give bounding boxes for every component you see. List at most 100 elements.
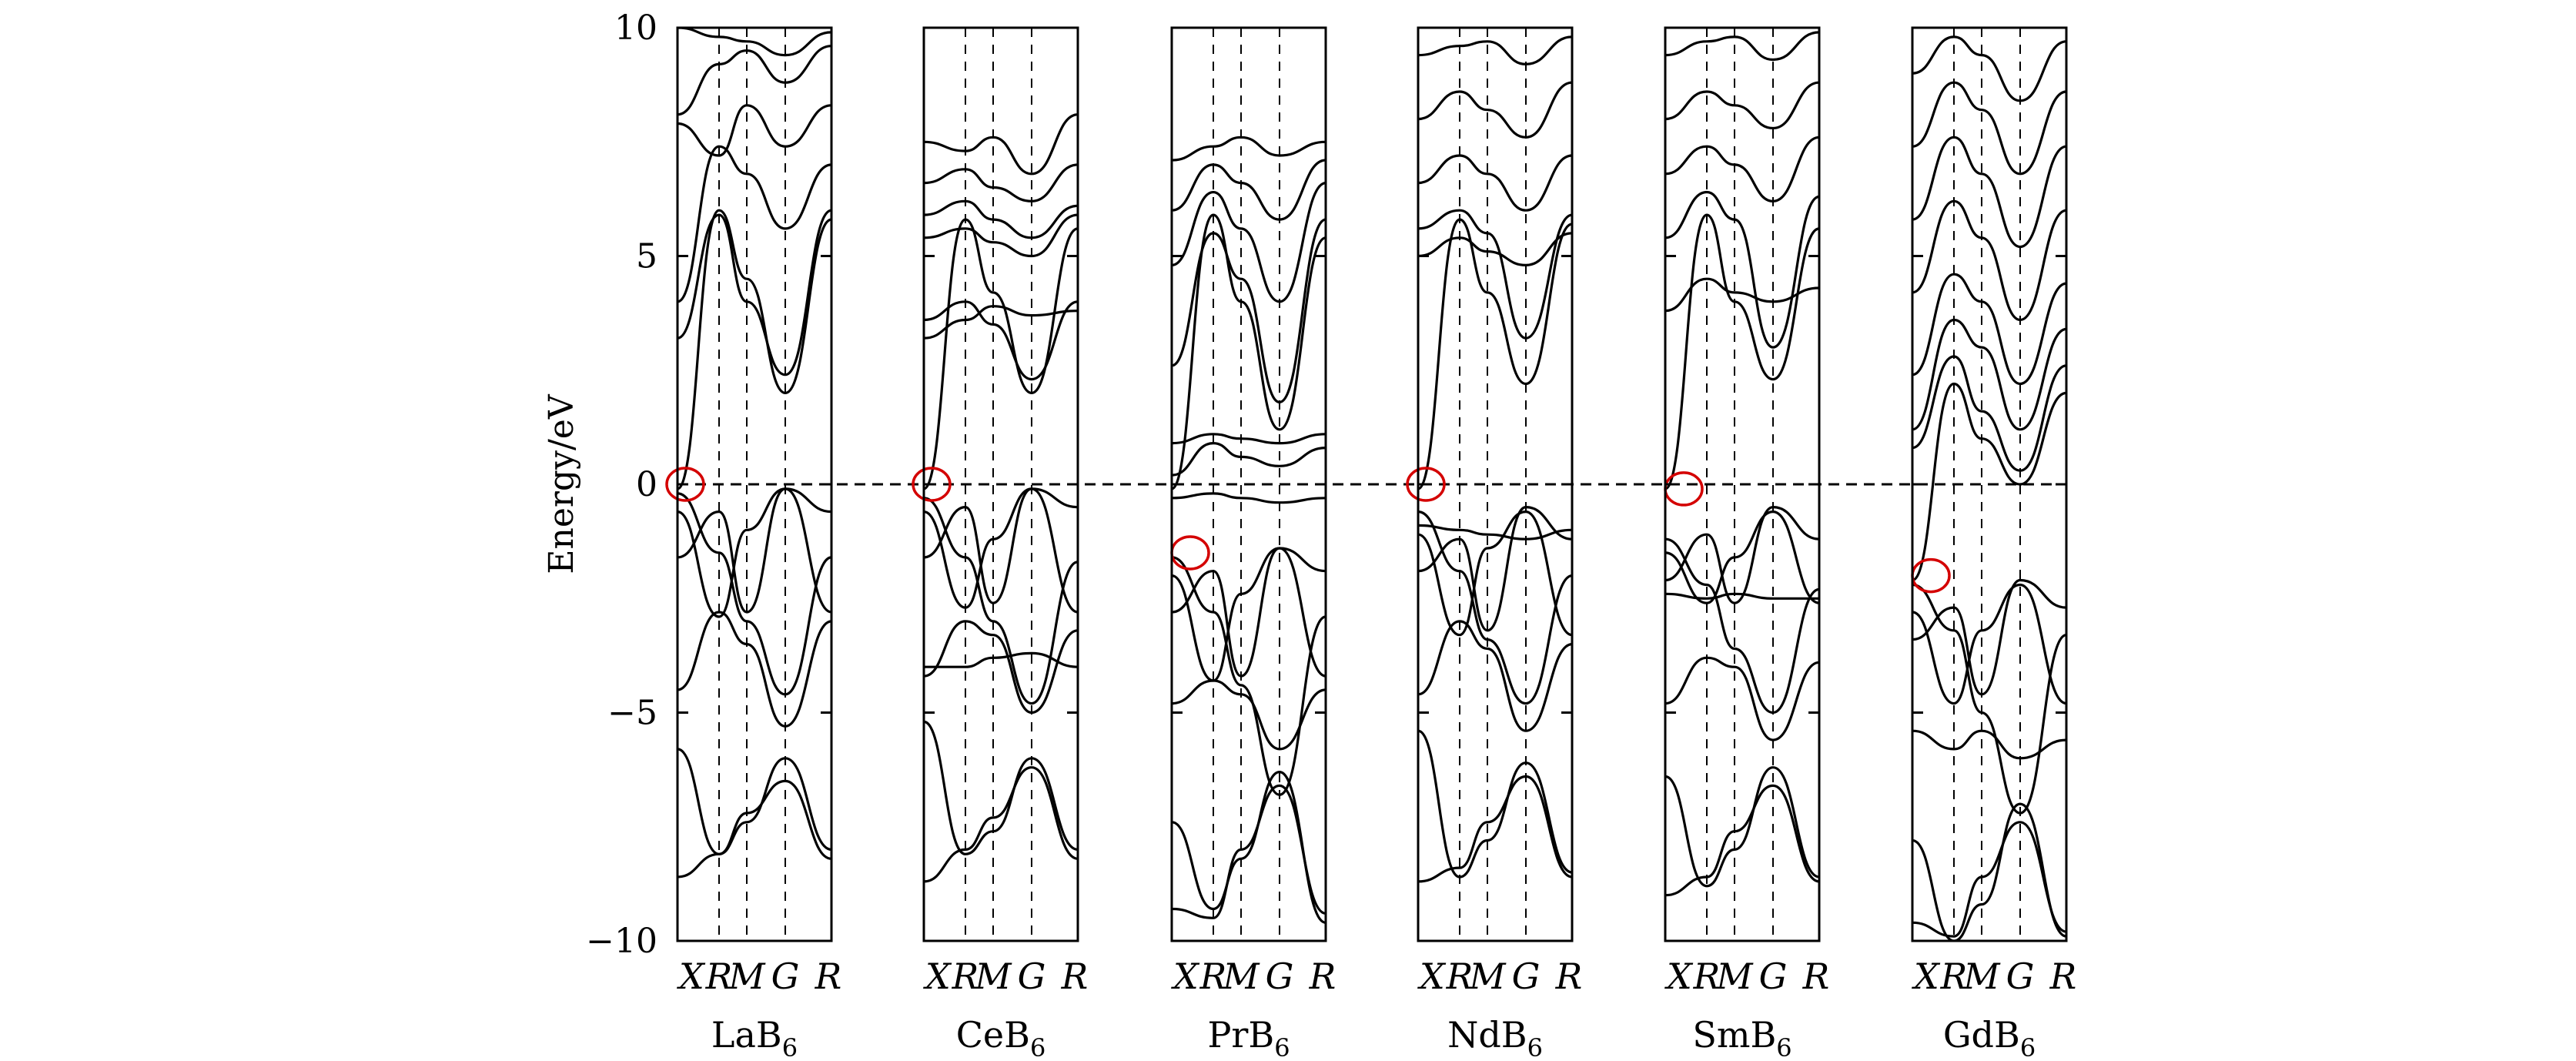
band-line [1172,441,1326,477]
kpoint-label: R [1555,956,1583,997]
band-line [1418,729,1572,879]
band-line [1418,620,1572,732]
band-line [1418,505,1572,632]
band-crossing-marker [1170,535,1210,571]
band-line [1912,583,2066,705]
kpoint-label: R [1446,956,1474,997]
band-line [1665,592,1819,600]
material-label: GdB6 [1943,1014,2036,1061]
material-name: NdB [1447,1014,1527,1056]
band-line [677,779,831,879]
material-label: SmB6 [1692,1014,1791,1061]
y-tick-label: 10 [614,8,657,48]
band-line [1665,505,1819,604]
band-line [1912,318,2066,431]
bands-group [1172,136,1326,924]
band-line [924,497,1078,705]
kpoint-label: M [1222,956,1260,997]
y-tick-label: 5 [636,237,657,276]
band-line [1665,31,1819,62]
band-line [924,199,1078,239]
kpoint-label: M [974,956,1012,997]
kpoint-label: X [1171,956,1200,997]
band-line [1172,770,1326,924]
y-axis-title-group: Energy/eV −10 −5 0 5 10 [542,8,657,961]
band-line [677,487,831,614]
kpoint-label: X [1664,956,1694,997]
band-crossing-marker [1406,467,1446,502]
band-line [1172,547,1326,682]
band-line [1418,81,1572,139]
band-line [677,104,831,157]
material-subscript: 6 [782,1033,798,1061]
band-crossing-marker [912,467,952,502]
band-line [1172,218,1326,403]
material-label: LaB6 [711,1014,798,1061]
band-line [924,163,1078,202]
kpoint-label: X [923,956,952,997]
band-line [1172,136,1326,162]
band-line [924,305,1078,340]
material-label: CeB6 [956,1014,1046,1061]
bands-group [1665,31,1819,897]
band-line [1665,766,1819,888]
band-line [1665,510,1819,604]
band-line [924,766,1078,883]
band-line [1665,537,1819,715]
material-subscript: 6 [1776,1033,1791,1061]
kpoint-label: R [1199,956,1227,997]
band-line [1912,355,2066,472]
band-line [1418,524,1572,541]
band-line [677,209,831,490]
band-line [1912,199,2066,322]
band-line [924,218,1078,490]
kpoint-label: R [815,956,842,997]
band-line [924,720,1078,855]
kpoint-label: M [1715,956,1754,997]
band-line [1912,802,2066,941]
kpoint-label: M [1962,956,2001,997]
band-line [924,487,1078,614]
band-line [924,651,1078,668]
kpoint-label: G [771,956,800,997]
band-line [1665,213,1819,490]
kpoint-label: R [1940,956,1968,997]
band-line [677,209,831,377]
band-line [677,145,831,303]
kpoint-label: R [1061,956,1089,997]
band-line [1172,182,1326,303]
band-line [1912,583,2066,815]
y-tick-label: −10 [586,922,657,961]
band-line [1912,578,2066,696]
material-name: LaB [711,1014,782,1056]
band-line [1665,190,1819,349]
band-line [924,487,1078,604]
material-name: GdB [1943,1014,2020,1056]
band-line [1418,232,1572,267]
kpoint-label: X [677,956,706,997]
band-line [1912,729,2066,760]
band-line [1912,273,2066,386]
band-line [1172,159,1326,221]
band-line [1665,277,1819,313]
kpoint-label: M [728,956,766,997]
band-line [1418,154,1572,212]
material-label: NdB6 [1447,1014,1543,1061]
band-line [1912,821,2066,938]
material-subscript: 6 [2020,1033,2036,1061]
band-line [1418,35,1572,66]
band-line [1418,218,1572,490]
kpoint-label: G [1759,956,1788,997]
band-line [677,487,831,618]
band-line [1172,556,1326,796]
band-line [677,748,831,855]
band-line [1418,510,1572,705]
band-line [1172,547,1326,678]
bands-group [1912,35,2066,941]
